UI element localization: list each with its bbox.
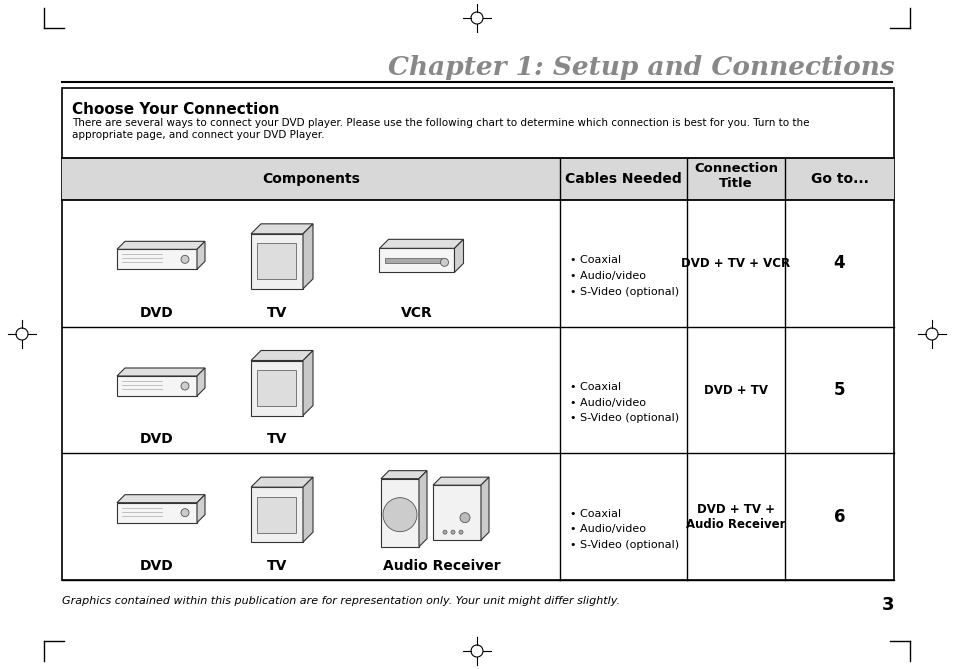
Polygon shape [251,477,313,487]
Bar [62,88,893,580]
Text: Cables Needed: Cables Needed [564,172,681,186]
Polygon shape [117,376,196,396]
Text: • Coaxial
• Audio/video
• S-Video (optional): • Coaxial • Audio/video • S-Video (optio… [569,508,679,550]
Text: Graphics contained within this publication are for representation only. Your uni: Graphics contained within this publicati… [62,596,619,606]
Polygon shape [251,487,303,542]
Polygon shape [251,361,303,415]
Polygon shape [251,224,313,234]
Circle shape [458,530,462,534]
Polygon shape [196,494,205,522]
Text: VCR: VCR [400,306,433,320]
Polygon shape [303,224,313,289]
Polygon shape [117,242,205,250]
Text: Connection
Title: Connection Title [693,162,778,190]
Text: Go to...: Go to... [810,172,867,186]
Circle shape [181,256,189,264]
Bar [385,258,442,264]
Polygon shape [380,478,418,547]
Polygon shape [117,494,205,502]
Polygon shape [303,477,313,542]
Polygon shape [433,477,489,485]
Text: There are several ways to connect your DVD player. Please use the following char: There are several ways to connect your D… [71,118,809,128]
Polygon shape [117,250,196,270]
Polygon shape [433,485,480,540]
Text: Chapter 1: Setup and Connections: Chapter 1: Setup and Connections [388,56,894,80]
Polygon shape [380,471,427,478]
Text: DVD: DVD [140,432,173,446]
Polygon shape [251,234,303,289]
Polygon shape [379,240,463,248]
Text: Audio Receiver: Audio Receiver [383,559,500,573]
Text: Components: Components [262,172,359,186]
Bar [62,158,893,200]
Circle shape [451,530,455,534]
Text: Choose Your Connection: Choose Your Connection [71,102,279,117]
Text: TV: TV [267,559,287,573]
Polygon shape [117,502,196,522]
Text: DVD: DVD [140,559,173,573]
Text: appropriate page, and connect your DVD Player.: appropriate page, and connect your DVD P… [71,130,324,140]
Circle shape [181,508,189,516]
Polygon shape [379,248,454,272]
Circle shape [442,530,447,534]
Text: • Coaxial
• Audio/video
• S-Video (optional): • Coaxial • Audio/video • S-Video (optio… [569,256,679,296]
Circle shape [459,512,470,522]
Polygon shape [117,368,205,376]
Polygon shape [251,351,313,361]
Text: 6: 6 [833,508,844,526]
Circle shape [440,258,448,266]
Text: TV: TV [267,306,287,320]
Text: 3: 3 [881,596,893,614]
Text: DVD: DVD [140,306,173,320]
Polygon shape [418,471,427,547]
Text: TV: TV [267,432,287,446]
Circle shape [181,382,189,390]
Text: 4: 4 [833,254,844,272]
Polygon shape [454,240,463,272]
Polygon shape [303,351,313,415]
Polygon shape [480,477,489,540]
Text: • Coaxial
• Audio/video
• S-Video (optional): • Coaxial • Audio/video • S-Video (optio… [569,382,679,423]
Bar [257,497,296,533]
Text: DVD + TV: DVD + TV [703,383,767,397]
Bar [257,244,296,279]
Circle shape [382,498,416,532]
Text: DVD + TV +
Audio Receiver: DVD + TV + Audio Receiver [685,502,785,531]
Text: 5: 5 [833,381,844,399]
Polygon shape [196,242,205,270]
Bar [257,370,296,406]
Text: DVD + TV + VCR: DVD + TV + VCR [680,257,790,270]
Polygon shape [196,368,205,396]
